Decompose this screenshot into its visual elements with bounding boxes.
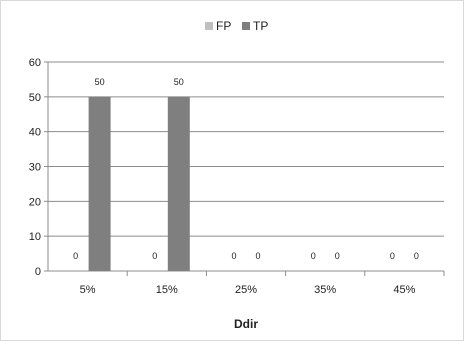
- y-tick-label: 0: [35, 266, 41, 278]
- data-label: 0: [390, 251, 395, 261]
- x-tick-label: 15%: [156, 284, 178, 296]
- data-label: 0: [414, 251, 419, 261]
- data-label: 50: [95, 77, 105, 87]
- x-tick-label: 35%: [314, 284, 336, 296]
- gridlines: [47, 61, 444, 272]
- bars: [88, 96, 190, 271]
- y-tick-label: 20: [29, 196, 41, 208]
- data-label: 0: [255, 251, 260, 261]
- legend-swatch-fp: [205, 22, 213, 30]
- y-tick-label: 40: [29, 127, 41, 139]
- data-label: 0: [311, 251, 316, 261]
- y-tick-label: 30: [29, 162, 41, 174]
- bar-tp: [88, 96, 111, 271]
- x-axis-ticks: 5% 15% 25% 35% 45%: [80, 271, 445, 296]
- legend-swatch-tp: [242, 22, 250, 30]
- x-tick-label: 25%: [235, 284, 257, 296]
- legend: FP TP: [205, 19, 268, 33]
- data-label: 0: [152, 251, 157, 261]
- data-labels: 0 50 0 50 0 0 0 0 0 0: [73, 77, 419, 261]
- y-tick-label: 60: [29, 57, 41, 69]
- y-tick-label: 10: [29, 231, 41, 243]
- data-label: 0: [73, 251, 78, 261]
- data-label: 50: [174, 77, 184, 87]
- y-tick-label: 50: [29, 92, 41, 104]
- x-axis-title: Ddir: [234, 317, 258, 331]
- legend-label-fp: FP: [216, 19, 231, 33]
- legend-label-tp: TP: [253, 19, 268, 33]
- data-label: 0: [231, 251, 236, 261]
- x-tick-label: 45%: [393, 284, 415, 296]
- y-axis-ticks: 0 10 20 30 40 50 60: [29, 57, 48, 278]
- data-label: 0: [335, 251, 340, 261]
- x-tick-label: 5%: [80, 284, 96, 296]
- bar-tp: [167, 96, 190, 271]
